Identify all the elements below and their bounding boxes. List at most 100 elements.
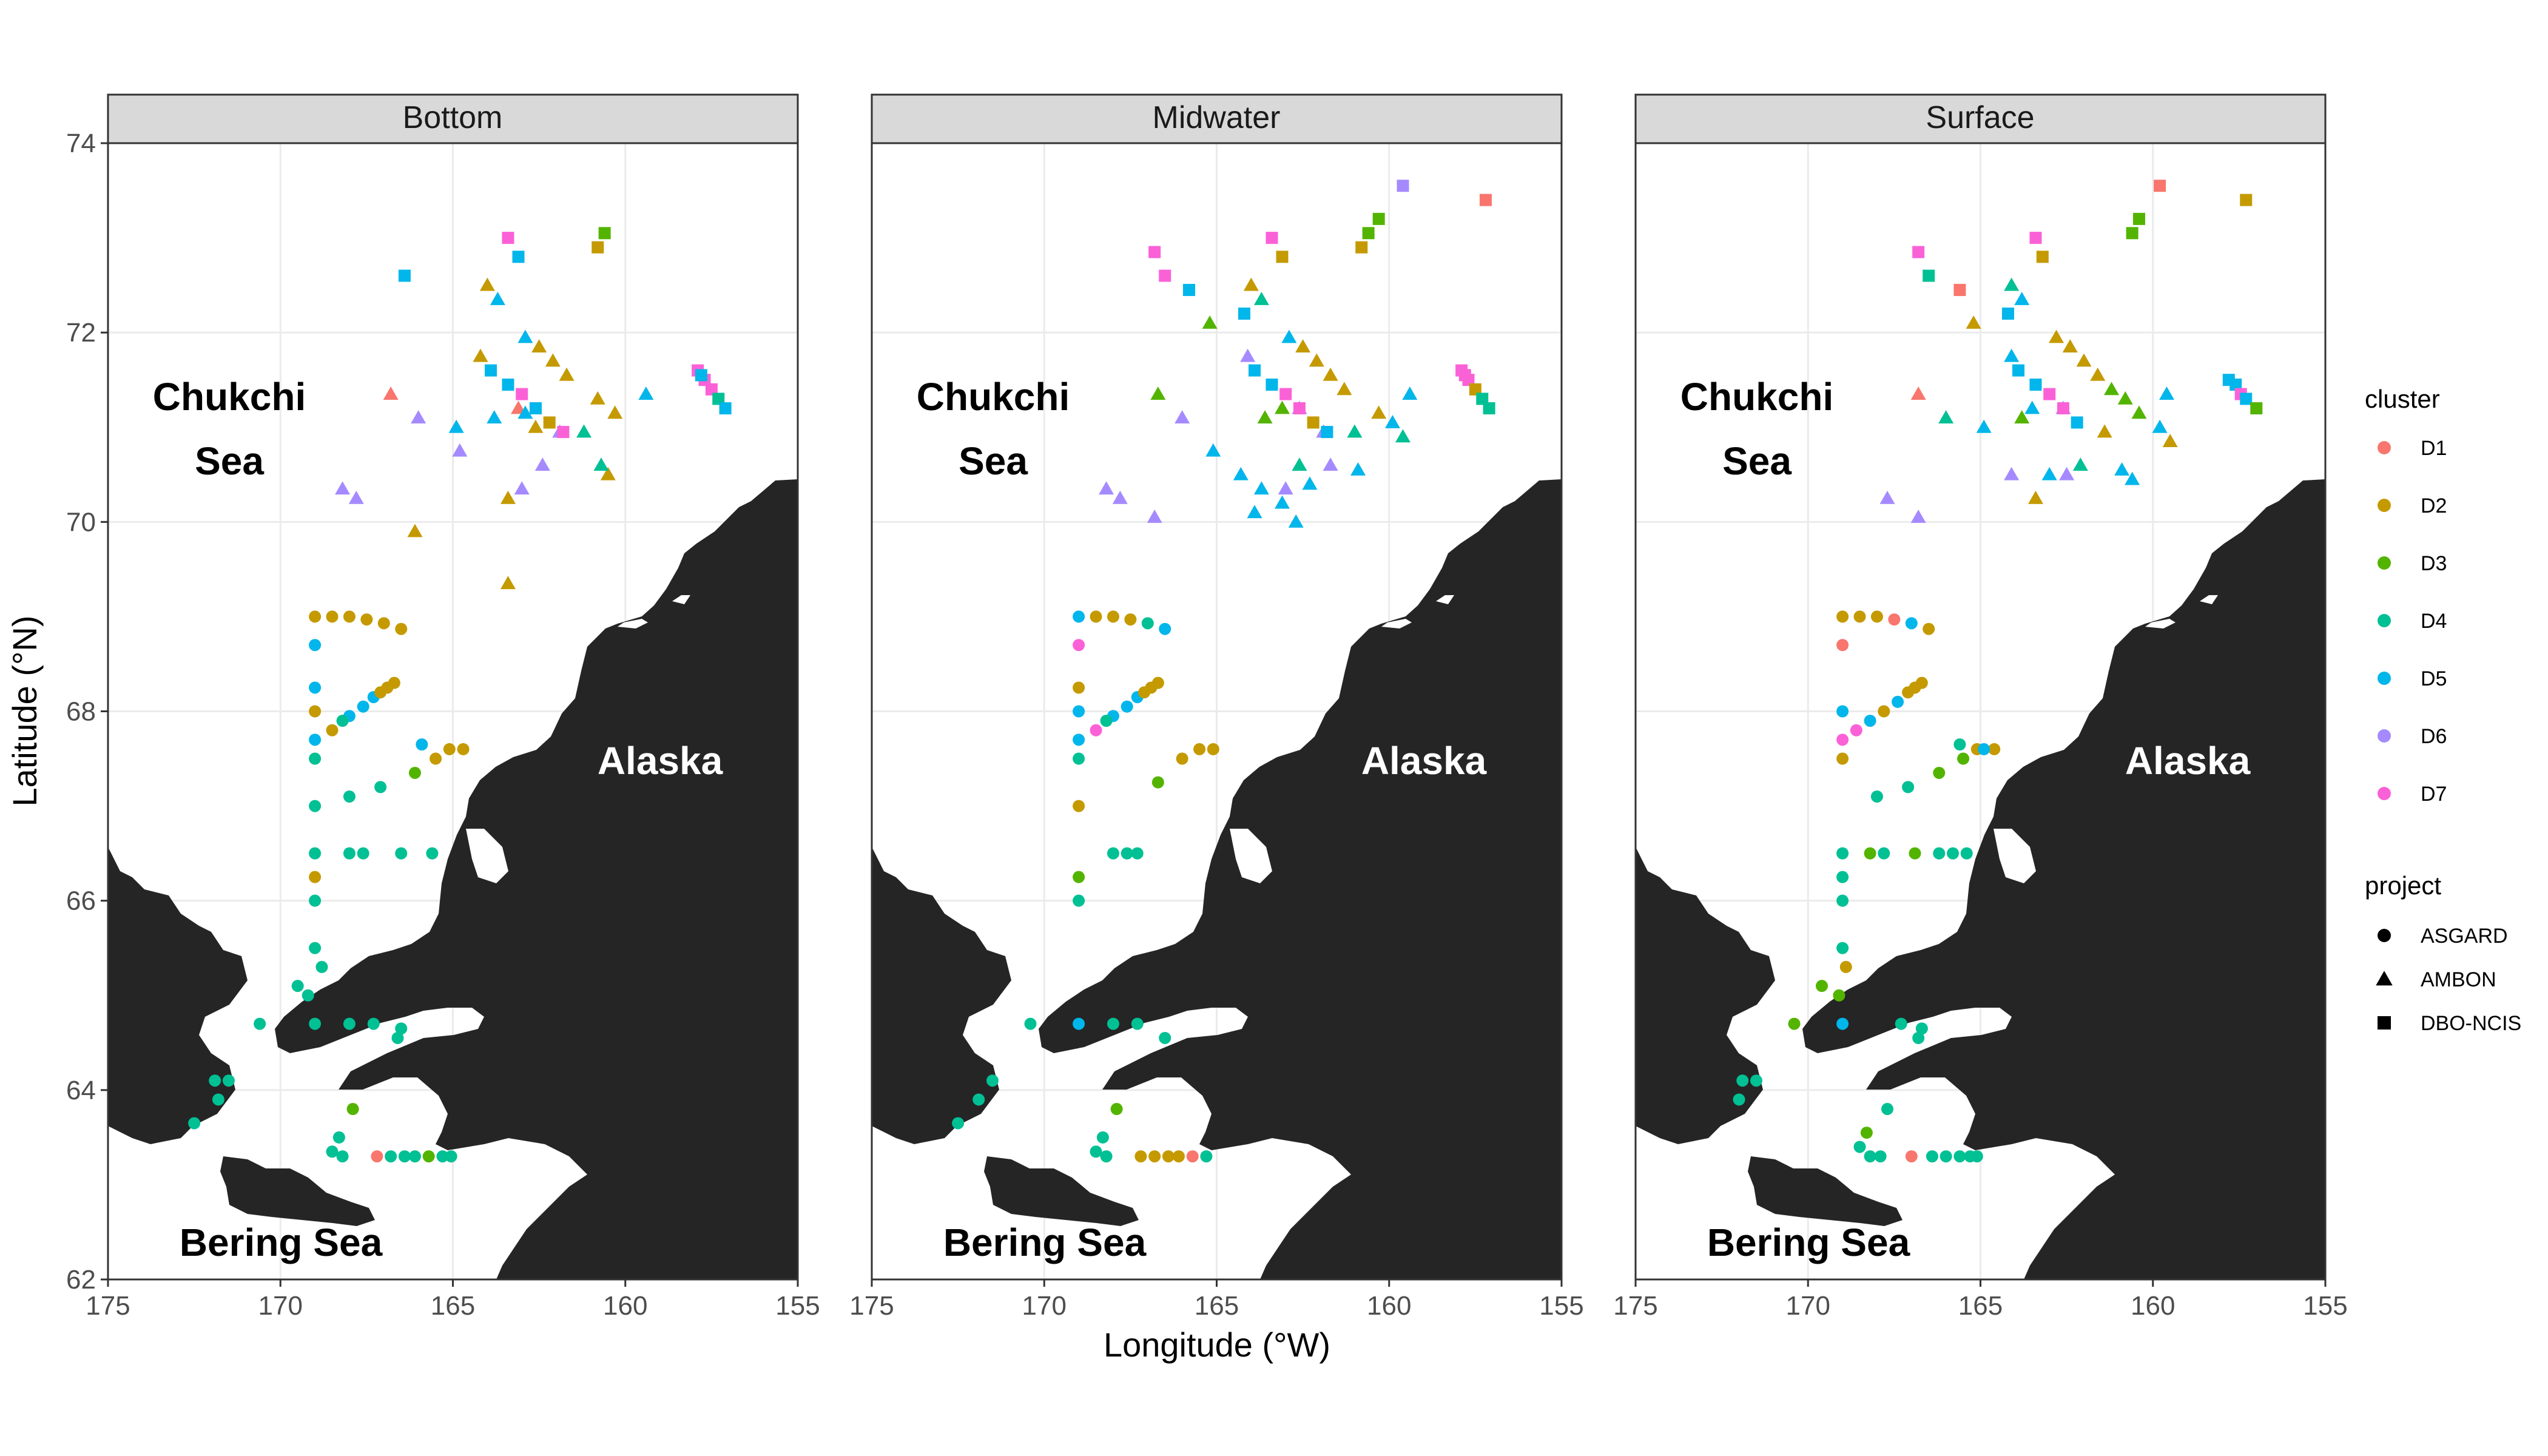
station-point-dbo-ncis-d2 [2036,251,2049,263]
label-alaska: Alaska [598,739,723,783]
station-point-asgard-d5 [1073,1017,1085,1030]
legend-key-d7 [2378,787,2391,800]
station-point-ambon-d2 [531,339,547,352]
station-point-asgard-d4 [309,894,322,907]
station-point-asgard-d3 [346,1103,359,1116]
y-axis: 62 64 66 68 70 72 74 [66,129,108,1295]
station-point-ambon-d2 [2097,424,2112,438]
station-point-asgard-d4 [1750,1074,1762,1087]
legend-label-dbo-ncis: DBO-NCIS [2421,1012,2521,1035]
station-point-asgard-d4 [1836,942,1849,954]
station-point-ambon-d2 [528,419,544,433]
station-point-asgard-d4 [1131,1017,1144,1030]
station-point-asgard-d1 [1888,613,1901,626]
station-point-asgard-d5 [1978,743,1990,755]
legend-cluster-title: cluster [2365,385,2440,413]
station-point-dbo-ncis-d5 [1249,364,1261,377]
station-point-asgard-d2 [1107,610,1119,623]
station-point-dbo-ncis-d5 [2071,416,2083,429]
label-chukchi: Chukchi [917,375,1070,419]
station-point-asgard-d4 [1107,847,1119,860]
station-point-asgard-d4 [309,800,322,812]
station-point-ambon-d2 [2027,490,2043,504]
panel-strip [107,93,799,144]
station-point-asgard-d4 [1895,1017,1907,1030]
station-point-dbo-ncis-d2 [592,241,604,254]
station-point-asgard-d4 [309,1017,322,1030]
station-point-ambon-d2 [1295,339,1311,352]
station-point-asgard-d5 [309,639,322,652]
station-point-asgard-d4 [1131,847,1144,860]
legend-project-entries: ASGARD AMBON DBO-NCIS [2376,925,2521,1035]
station-point-asgard-d4 [309,752,322,765]
station-point-dbo-ncis-d5 [1238,307,1250,320]
station-point-dbo-ncis-d5 [485,364,497,377]
station-point-ambon-d6 [411,410,426,424]
x-tick-label: 175 [849,1291,894,1321]
x-tick-label: 175 [86,1291,130,1321]
station-point-asgard-d4 [1121,847,1133,860]
station-point-asgard-d4 [309,847,322,860]
station-point-ambon-d6 [534,457,550,471]
legend-key-d6 [2378,729,2391,743]
station-point-dbo-ncis-d2 [1276,251,1289,263]
station-point-dbo-ncis-d7 [705,383,718,396]
x-tick-label: 155 [1539,1291,1583,1321]
station-point-asgard-d4 [1912,1031,1925,1044]
panel-surface: Surface Chukchi Sea Bering Sea Alaska [1634,93,2327,1281]
station-point-ambon-d1 [511,400,527,414]
station-point-asgard-d4 [436,1150,449,1163]
legend-label-asgard: ASGARD [2421,925,2508,948]
legend-label-ambon: AMBON [2421,968,2496,991]
station-point-dbo-ncis-d5 [2001,307,2014,320]
station-point-ambon-d2 [545,353,561,367]
y-tick-label: 72 [66,318,96,348]
station-point-asgard-d4 [1902,781,1915,794]
station-point-asgard-d4 [336,715,349,727]
station-point-asgard-d4 [395,847,408,860]
legend: cluster D1 D2 D3 D4 D5 D6 D7 project ASGARD AMB… [2365,385,2521,1035]
station-point-asgard-d2 [430,752,442,765]
station-point-asgard-d5 [1073,733,1085,746]
station-point-ambon-d2 [1323,367,1338,381]
station-point-asgard-d3 [422,1150,435,1163]
station-point-dbo-ncis-d1 [1953,283,1966,296]
station-point-ambon-d6 [1240,348,1256,362]
station-point-asgard-d4 [1953,738,1966,751]
station-point-ambon-d3 [1202,315,1218,329]
legend-label-d4: D4 [2421,610,2447,633]
station-point-asgard-d4 [408,1150,421,1163]
y-tick-label: 70 [66,507,96,537]
station-point-asgard-d4 [212,1093,224,1106]
station-point-ambon-d6 [2004,467,2020,480]
station-point-ambon-d2 [500,490,516,504]
y-tick-label: 62 [66,1265,96,1295]
station-point-asgard-d3 [1860,1127,1873,1139]
station-point-dbo-ncis-d7 [557,426,570,439]
station-point-asgard-d2 [1915,676,1928,689]
station-point-dbo-ncis-d3 [2126,227,2138,240]
station-point-asgard-d7 [1836,733,1849,746]
station-point-ambon-d5 [1384,414,1400,428]
panel-title: Bottom [403,100,503,135]
station-point-asgard-d2 [1193,743,1206,755]
station-point-ambon-d5 [2004,348,2020,362]
station-point-dbo-ncis-d5 [398,269,411,282]
station-point-asgard-d4 [1870,790,1883,803]
station-point-ambon-d1 [1910,386,1926,400]
station-point-dbo-ncis-d3 [1372,212,1385,225]
legend-label-d7: D7 [2421,783,2447,806]
station-point-ambon-d2 [479,277,495,291]
station-point-asgard-d4 [1159,1031,1171,1044]
y-tick-label: 64 [66,1076,96,1105]
station-point-asgard-d2 [326,610,339,623]
station-point-dbo-ncis-d2 [543,416,556,429]
station-point-ambon-d5 [517,405,533,419]
station-point-asgard-d3 [1815,980,1828,993]
station-point-ambon-d5 [517,329,533,343]
station-point-asgard-d4 [315,960,328,973]
station-point-ambon-d2 [1371,405,1387,419]
station-point-ambon-d6 [1147,510,1162,523]
y-tick-label: 74 [66,129,96,158]
